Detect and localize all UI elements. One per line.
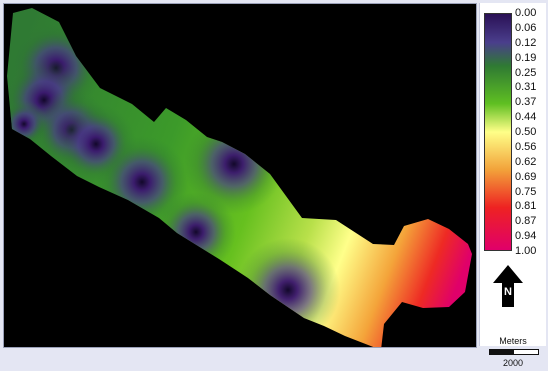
- interpolated-surface-map: [7, 8, 472, 347]
- scale-bar-value: 2000: [502, 358, 524, 368]
- color-ramp: [484, 13, 512, 251]
- legend-tick-label: 1.00: [515, 245, 537, 257]
- minimum-point: [236, 238, 340, 342]
- legend-tick-label: 0.00: [515, 7, 537, 19]
- legend-tick-label: 0.12: [515, 36, 537, 49]
- legend-tick-label: 0.56: [515, 140, 537, 153]
- legend-tick-label: 0.94: [515, 230, 537, 243]
- legend-tick-label: 0.06: [515, 21, 537, 34]
- legend-tick-label: 0.75: [515, 185, 537, 198]
- legend-tick-label: 0.50: [515, 126, 537, 138]
- legend-tick-label: 0.44: [515, 111, 537, 124]
- north-arrow-icon: N: [493, 265, 523, 307]
- legend-tick-label: 0.25: [515, 66, 537, 79]
- map-view[interactable]: [3, 3, 477, 348]
- scale-bar: [489, 349, 539, 355]
- legend-tick-label: 0.69: [515, 170, 537, 183]
- scale-bar-title: Meters: [499, 336, 527, 346]
- legend-tick-label: 0.62: [515, 155, 537, 168]
- legend-tick-label: 0.19: [515, 51, 537, 64]
- legend-tick-label: 0.81: [515, 200, 537, 213]
- legend-tick-label: 0.31: [515, 81, 537, 94]
- study-area: [7, 8, 472, 347]
- legend-panel: 0.00 0.06 0.12 0.19 0.25 0.31 0.37 0.44 0.50 0.56…: [479, 3, 546, 368]
- north-label: N: [504, 286, 512, 298]
- legend-tick-label: 0.37: [515, 96, 537, 109]
- minimum-point: [156, 192, 236, 272]
- legend-tick-label: 0.87: [515, 215, 537, 228]
